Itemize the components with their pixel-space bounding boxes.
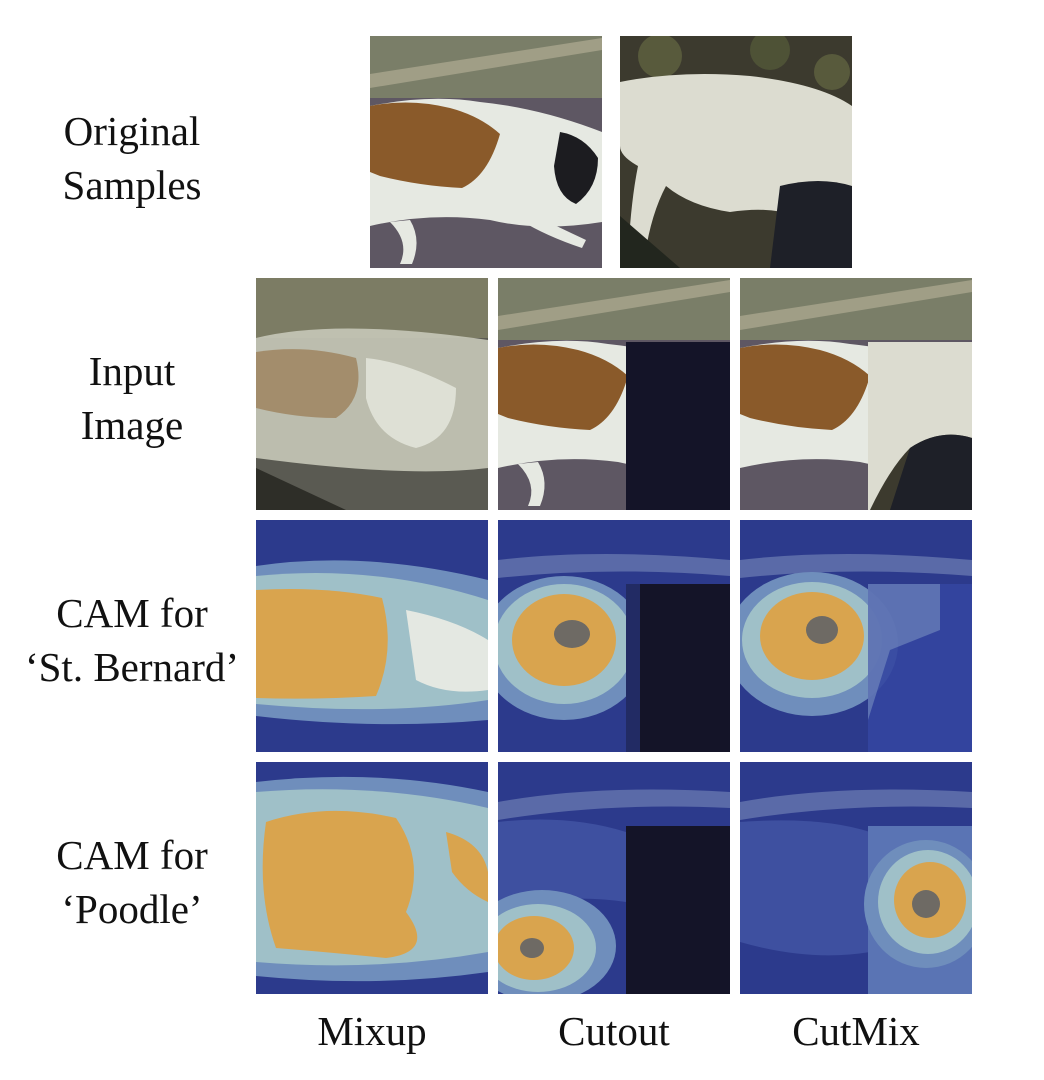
row-label-cam-st-bernard: CAM for ‘St. Bernard’ (0, 580, 264, 700)
row-label-line: Input (88, 348, 176, 394)
row-label-line: ‘Poodle’ (61, 886, 203, 932)
row-label-line: CAM for (56, 832, 208, 878)
cam-st-bernard-mixup (256, 520, 488, 752)
row-label-original-samples: Original Samples (0, 98, 264, 218)
column-label-mixup: Mixup (317, 1008, 427, 1054)
cam-st-bernard-cutmix (740, 520, 972, 752)
row-label-line: CAM for (56, 590, 208, 636)
row-label-input-image: Input Image (0, 338, 264, 458)
cutmix-patch (868, 342, 972, 510)
row-label-cam-poodle: CAM for ‘Poodle’ (0, 822, 264, 942)
column-label-cutmix: CutMix (792, 1008, 920, 1054)
row-label-line: ‘St. Bernard’ (24, 644, 240, 690)
input-image-cutmix (740, 278, 972, 510)
cam-poodle-cutout (498, 762, 730, 994)
original-sample-st-bernard (370, 36, 602, 268)
cam-st-bernard-cutout (498, 520, 730, 752)
row-label-line: Image (80, 402, 184, 448)
input-image-mixup (256, 278, 488, 510)
input-image-cutout (498, 278, 730, 510)
cam-poodle-mixup (256, 762, 488, 994)
cutout-mask (626, 342, 730, 510)
original-sample-poodle (620, 36, 852, 268)
row-label-line: Samples (62, 162, 202, 208)
row-label-line: Original (63, 108, 201, 154)
cam-poodle-cutmix (740, 762, 972, 994)
column-label-cutout: Cutout (558, 1008, 670, 1054)
